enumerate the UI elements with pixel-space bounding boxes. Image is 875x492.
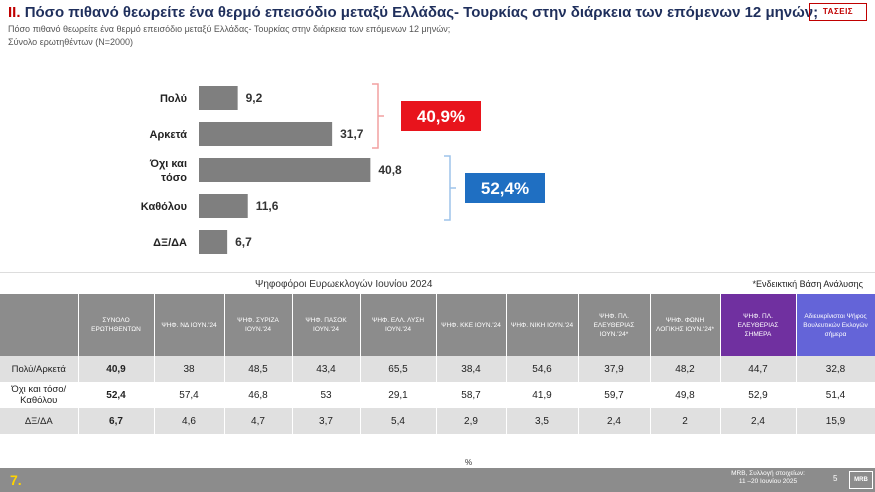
table-cell: 3,5	[506, 408, 579, 434]
table-cell: 38	[154, 356, 225, 382]
bar-chart: Πολύ 9,2 Αρκετά 31,7 Όχι και τόσο 40,8 Καθόλου 1…	[141, 83, 545, 254]
table-cell: 48,2	[650, 356, 721, 382]
row-label: Όχι και τόσο/Καθόλου	[0, 382, 79, 408]
table-cell: 38,4	[436, 356, 507, 382]
column-header: ΨΗΦ. ΚΚΕ ΙΟΥΝ.'24	[436, 294, 507, 356]
table-cell: 54,6	[506, 356, 579, 382]
group-bracket	[372, 83, 384, 149]
group-total-label: 52,4%	[481, 179, 529, 198]
page-title: II. Πόσο πιθανό θεωρείτε ένα θερμό επεισ…	[8, 4, 818, 21]
table-group-header: Ψηφοφόροι Ευρωεκλογών Ιουνίου 2024 *Ενδε…	[0, 272, 875, 294]
category-label: Καθόλου	[141, 201, 187, 213]
table-cell: 2,9	[436, 408, 507, 434]
table-cell: 65,5	[360, 356, 437, 382]
bar	[199, 122, 333, 146]
bar	[199, 230, 228, 254]
table-cell: 29,1	[360, 382, 437, 408]
category-label: Όχι και	[149, 158, 187, 170]
bar	[199, 158, 371, 182]
table-cell: 48,5	[224, 356, 293, 382]
table-cell: 5,4	[360, 408, 437, 434]
table-cell: 59,7	[578, 382, 651, 408]
table-cell: 53	[292, 382, 361, 408]
slide-number: 7.	[10, 472, 22, 488]
category-label: Αρκετά	[150, 129, 188, 141]
column-header: ΨΗΦ. ΦΩΝΗ ΛΟΓΙΚΗΣ ΙΟΥΝ.'24*	[650, 294, 721, 356]
source-note: MRB, Συλλογή στοιχείων: 11 –20 Ιουνίου 2…	[708, 470, 828, 486]
table-cell: 2	[650, 408, 721, 434]
table-header-row: ΣΥΝΟΛΟ ΕΡΩΤΗΘΕΝΤΩΝ ΨΗΦ. ΝΔ ΙΟΥΝ.'24 ΨΗΦ. Σ…	[0, 294, 875, 356]
table-row: ΔΞ/ΔΑ 6,7 4,6 4,7 3,7 5,4 2,9 3,5 2,4 2 2,4 15,9	[0, 408, 875, 434]
table-cell: 3,7	[292, 408, 361, 434]
column-header: ΨΗΦ. ΝΔ ΙΟΥΝ.'24	[154, 294, 225, 356]
title-number: II.	[8, 4, 21, 21]
group-total-box	[401, 101, 481, 131]
table-cell: 2,4	[720, 408, 797, 434]
row-label: Πολύ/Αρκετά	[0, 356, 79, 382]
column-header: ΨΗΦ. ΠΛ. ΕΛΕΥΘΕΡΙΑΣ ΙΟΥΝ.'24*	[578, 294, 651, 356]
data-label: 9,2	[246, 91, 263, 105]
table-cell: 52,4	[78, 382, 155, 408]
footer: 7. MRB, Συλλογή στοιχείων: 11 –20 Ιουνίο…	[0, 468, 875, 492]
table-cell: 52,9	[720, 382, 797, 408]
page-index: 5	[833, 474, 838, 483]
data-label: 31,7	[340, 127, 364, 141]
table-note: *Ενδεικτική Βάση Ανάλυσης	[752, 279, 863, 289]
table-cell: 46,8	[224, 382, 293, 408]
results-table: ΣΥΝΟΛΟ ΕΡΩΤΗΘΕΝΤΩΝ ΨΗΦ. ΝΔ ΙΟΥΝ.'24 ΨΗΦ. Σ…	[0, 294, 875, 434]
table-row: Πολύ/Αρκετά 40,9 38 48,5 43,4 65,5 38,4 54,6 37,…	[0, 356, 875, 382]
table-cell: 41,9	[506, 382, 579, 408]
table-cell: 43,4	[292, 356, 361, 382]
data-label: 11,6	[256, 199, 279, 213]
column-header: ΨΗΦ. ΠΑΣΟΚ ΙΟΥΝ.'24	[292, 294, 361, 356]
sample-note: Σύνολο ερωτηθέντων (N=2000)	[8, 37, 134, 47]
table-cell: 4,6	[154, 408, 225, 434]
category-label: Πολύ	[160, 93, 187, 105]
column-header: ΣΥΝΟΛΟ ΕΡΩΤΗΘΕΝΤΩΝ	[78, 294, 155, 356]
category-label: ΔΞ/ΔΑ	[153, 237, 187, 249]
column-header: Αδιευκρίνιστοι Ψήφος Βουλευτικών Εκλογών…	[796, 294, 875, 356]
header-corner	[0, 294, 79, 356]
column-header: ΨΗΦ. ΣΥΡΙΖΑ ΙΟΥΝ.'24	[224, 294, 293, 356]
table-cell: 51,4	[796, 382, 875, 408]
table-cell: 44,7	[720, 356, 797, 382]
row-label: ΔΞ/ΔΑ	[0, 408, 79, 434]
source-line-2: 11 –20 Ιουνίου 2025	[738, 478, 798, 485]
title-text: Πόσο πιθανό θεωρείτε ένα θερμό επεισόδιο…	[24, 4, 819, 21]
table-cell: 32,8	[796, 356, 875, 382]
table-row: Όχι και τόσο/Καθόλου 52,4 57,4 46,8 53 29,1 58…	[0, 382, 875, 408]
group-total-box	[465, 173, 545, 203]
bar	[199, 194, 248, 218]
table-cell: 49,8	[650, 382, 721, 408]
table-cell: 37,9	[578, 356, 651, 382]
crosstab: Ψηφοφόροι Ευρωεκλογών Ιουνίου 2024 *Ενδε…	[0, 272, 875, 434]
group-bracket	[444, 155, 456, 221]
subtitle: Πόσο πιθανό θεωρείτε ένα θερμό επεισόδιο…	[8, 24, 451, 34]
table-cell: 4,7	[224, 408, 293, 434]
group-total-label: 40,9%	[417, 107, 465, 126]
column-header: ΨΗΦ. ΕΛΛ. ΛΥΣΗ ΙΟΥΝ.'24	[360, 294, 437, 356]
bar	[199, 86, 238, 110]
data-label: 40,8	[378, 163, 402, 177]
group-title: Ψηφοφόροι Ευρωεκλογών Ιουνίου 2024	[255, 279, 433, 290]
source-line-1: MRB, Συλλογή στοιχείων:	[731, 470, 805, 477]
column-header: ΨΗΦ. ΝΙΚΗ ΙΟΥΝ.'24	[506, 294, 579, 356]
table-cell: 40,9	[78, 356, 155, 382]
mrb-logo: MRB	[849, 471, 873, 489]
table-cell: 58,7	[436, 382, 507, 408]
column-header: ΨΗΦ. ΠΛ. ΕΛΕΥΘΕΡΙΑΣ ΣΗΜΕΡΑ	[720, 294, 797, 356]
data-label: 6,7	[235, 235, 252, 249]
brand-logo: ΤΑΣΕΙΣ	[809, 3, 867, 21]
table-cell: 6,7	[78, 408, 155, 434]
category-label: τόσο	[161, 172, 187, 184]
table-cell: 2,4	[578, 408, 651, 434]
table-cell: 15,9	[796, 408, 875, 434]
percent-sign: %	[465, 458, 473, 467]
table-cell: 57,4	[154, 382, 225, 408]
